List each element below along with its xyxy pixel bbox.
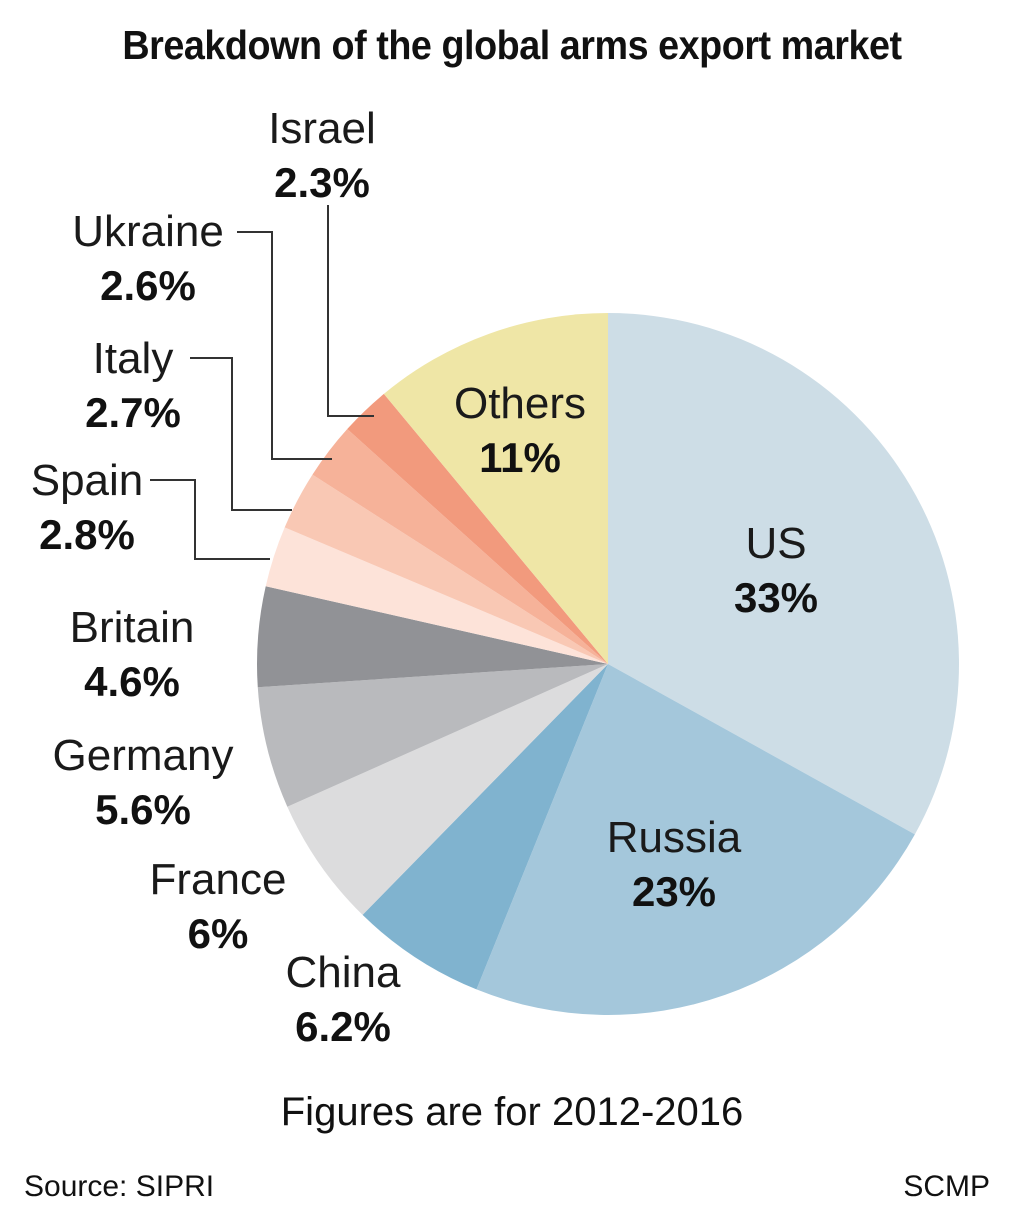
slice-value-britain: 4.6%: [84, 658, 180, 705]
slice-value-others: 11%: [479, 434, 561, 481]
period-note: Figures are for 2012-2016: [280, 1090, 744, 1134]
slice-label-france: France: [150, 855, 287, 904]
pie-slice-spain: [265, 527, 608, 664]
pie-slice-france: [287, 664, 608, 915]
slice-label-italy: Italy: [93, 334, 174, 383]
slice-value-ukraine: 2.6%: [100, 262, 196, 309]
pie-slices: [257, 313, 960, 1015]
slice-label-china: China: [286, 948, 401, 997]
slice-value-italy: 2.7%: [85, 389, 181, 436]
leader-line-israel: [327, 205, 374, 417]
leader-line-italy: [190, 357, 292, 511]
slice-value-israel: 2.3%: [274, 159, 370, 206]
pie-slice-china: [362, 664, 608, 990]
chart-title: Breakdown of the global arms export mark…: [122, 22, 902, 68]
pie-slice-israel: [347, 393, 608, 664]
pie-slice-us: [608, 313, 960, 835]
slice-labels: US 33% Russia 23% China 6.2% France 6% Germany 5.…: [31, 104, 818, 1050]
slice-label-britain: Britain: [70, 603, 195, 652]
pie-slice-germany: [257, 664, 608, 807]
slice-value-russia: 23%: [632, 868, 716, 915]
slice-label-russia: Russia: [607, 813, 742, 862]
slice-label-germany: Germany: [53, 731, 234, 780]
leader-line-ukraine: [237, 231, 332, 460]
slice-label-ukraine: Ukraine: [72, 207, 224, 256]
slice-value-germany: 5.6%: [95, 786, 191, 833]
source-credit: Source: SIPRI: [24, 1170, 215, 1203]
publisher-credit: SCMP: [903, 1170, 990, 1203]
leader-line-spain: [150, 479, 270, 560]
slice-label-spain: Spain: [31, 456, 144, 505]
pie-slice-russia: [476, 664, 915, 1015]
pie-slice-others: [383, 313, 608, 664]
pie-slice-italy: [284, 474, 608, 664]
slice-value-china: 6.2%: [295, 1003, 391, 1050]
pie-slice-britain: [257, 586, 608, 688]
leader-lines: [150, 205, 374, 560]
slice-value-france: 6%: [188, 910, 249, 957]
slice-label-us: US: [745, 519, 806, 568]
slice-value-spain: 2.8%: [39, 511, 135, 558]
slice-label-others: Others: [454, 379, 586, 428]
slice-value-us: 33%: [734, 574, 818, 621]
slice-label-israel: Israel: [268, 104, 376, 153]
pie-slice-ukraine: [312, 429, 608, 664]
